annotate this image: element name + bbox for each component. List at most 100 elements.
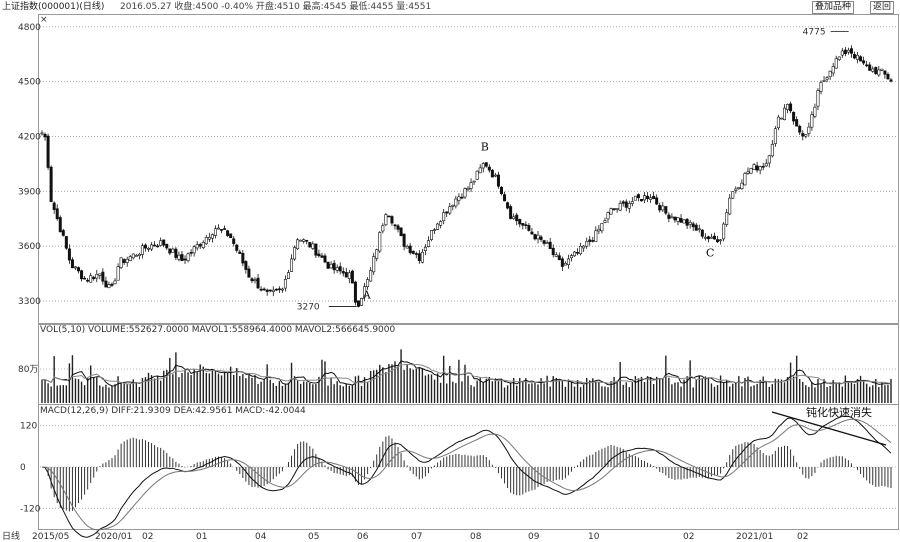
candle-body — [238, 251, 242, 254]
candle — [691, 221, 695, 231]
candle-body — [840, 50, 844, 56]
candle — [207, 232, 211, 243]
candle-body — [256, 277, 260, 289]
candle — [667, 212, 671, 223]
x-tick-label: 01 — [196, 532, 207, 542]
candle — [296, 238, 300, 250]
y-tick-label: 4500 — [18, 78, 41, 88]
candle-body — [356, 300, 360, 307]
candle-body — [171, 248, 175, 253]
candle — [308, 242, 312, 248]
candle — [353, 280, 357, 306]
candle-body — [198, 244, 202, 247]
candle — [210, 233, 214, 243]
candle-body — [375, 249, 379, 259]
y-tick-label: 4200 — [18, 133, 41, 143]
candle-body — [889, 79, 893, 82]
candle-body — [859, 56, 863, 62]
candle — [819, 80, 823, 95]
candle — [661, 201, 665, 213]
candle-body — [548, 241, 552, 249]
candle-body — [262, 288, 266, 291]
candle-body — [673, 216, 677, 221]
candle — [213, 225, 217, 239]
candle-body — [609, 208, 613, 215]
candle — [86, 278, 90, 283]
candle-body — [752, 164, 756, 170]
candle-body — [372, 256, 376, 273]
candle-body — [445, 211, 449, 214]
candle-body — [496, 174, 500, 187]
candle — [700, 228, 704, 239]
candle-body — [770, 144, 774, 157]
candle-body — [560, 258, 564, 267]
candle-body — [223, 228, 227, 230]
candle-body — [837, 56, 841, 61]
candle — [262, 287, 266, 291]
candle-body — [679, 218, 683, 223]
candle-body — [168, 248, 172, 254]
candle — [609, 207, 613, 215]
candle-body — [475, 170, 479, 180]
candle — [46, 133, 50, 170]
candle-body — [122, 259, 126, 263]
candle — [232, 236, 236, 247]
candle-body — [521, 223, 525, 226]
candle — [128, 254, 132, 262]
candle — [372, 252, 376, 275]
candle — [171, 247, 175, 253]
candle — [697, 224, 701, 233]
candle — [332, 259, 336, 274]
candle — [795, 116, 799, 127]
candle-body — [624, 201, 628, 208]
candle-body — [259, 288, 263, 291]
candle-body — [293, 247, 297, 260]
candle — [831, 62, 835, 77]
candle — [463, 187, 467, 200]
candle-body — [131, 253, 135, 259]
candle — [786, 103, 790, 114]
quote-info: 2016.05.27 收盘:4500 -0.40% 开盘:4510 最高:454… — [120, 2, 432, 12]
candle-body — [566, 258, 570, 266]
candle-body — [67, 248, 71, 261]
candle — [880, 68, 884, 72]
macd-tick-label: 0 — [20, 463, 26, 473]
candle — [664, 206, 668, 216]
wave-label-b: B — [481, 141, 489, 154]
candle-body — [773, 128, 777, 144]
candle — [600, 223, 604, 234]
return-button[interactable]: 返回 — [870, 1, 895, 14]
candle — [238, 249, 242, 254]
candle-body — [493, 174, 497, 177]
candle-body — [871, 68, 875, 72]
x-tick-label: 05 — [308, 532, 319, 542]
candle-body — [846, 49, 850, 53]
candle-body — [484, 162, 488, 167]
candle — [40, 130, 44, 136]
candle-body — [852, 54, 856, 59]
volume-ma-lines — [41, 360, 892, 387]
x-tick-label: 日线 — [2, 530, 20, 542]
candle-body — [426, 240, 430, 247]
candle — [554, 251, 558, 258]
candle — [125, 256, 129, 267]
candle — [451, 204, 455, 211]
candle-body — [779, 117, 783, 120]
candle-body — [804, 134, 808, 137]
candle-body — [767, 155, 771, 164]
candle — [344, 267, 348, 278]
candle-body — [360, 297, 364, 306]
candle — [439, 220, 443, 229]
candle-body — [247, 268, 251, 278]
candle-body — [347, 272, 351, 279]
overlay-button[interactable]: 叠加品种 — [812, 1, 855, 14]
candle-body — [192, 246, 196, 254]
candle-body — [204, 237, 208, 245]
candle-body — [423, 246, 427, 251]
candle — [521, 223, 525, 230]
candle-body — [798, 125, 802, 133]
candle-body — [55, 208, 59, 220]
candle-body — [734, 188, 738, 191]
candle-body — [290, 258, 294, 272]
